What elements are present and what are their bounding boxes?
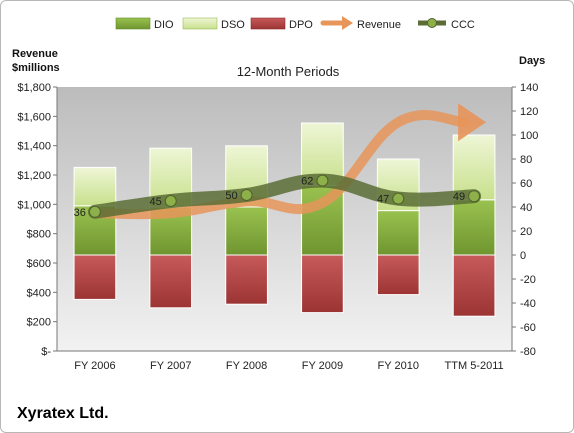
left-axis-title-line2: $millions <box>12 62 60 74</box>
right-axis-tick-label: 20 <box>520 226 532 238</box>
ccc-data-label: 45 <box>150 196 162 208</box>
legend-swatch-dso <box>182 17 218 30</box>
ccc-marker <box>88 205 101 218</box>
bar-dpo <box>452 254 496 317</box>
ccc-data-label: 62 <box>301 176 313 188</box>
legend-label-dso: DSO <box>221 19 245 31</box>
bar-dso <box>452 134 496 201</box>
legend-swatch-dio <box>115 17 151 30</box>
left-axis-tick-label: $400 <box>27 287 51 299</box>
left-axis-tick-label: $1,600 <box>17 111 51 123</box>
bar-dio <box>376 210 420 256</box>
ccc-line <box>87 173 482 219</box>
ccc-data-label: 47 <box>377 194 389 206</box>
legend-swatch-revenue <box>320 16 353 30</box>
bar-dio <box>225 206 268 256</box>
right-axis-tick-label: -80 <box>520 346 536 358</box>
left-axis-tick-label: $1,000 <box>17 199 51 211</box>
left-axis-tick-label: $1,200 <box>17 170 51 182</box>
right-axis-tick-label: -40 <box>520 298 536 310</box>
bar-dso <box>73 166 117 207</box>
right-axis-tick-label: 40 <box>520 202 532 214</box>
right-axis-tick-label: 120 <box>520 106 538 118</box>
left-axis-title-line1: Revenue <box>12 48 58 60</box>
bar-dpo <box>73 254 117 300</box>
ccc-marker <box>164 195 177 207</box>
ccc-marker <box>392 192 405 205</box>
chart-subtitle: 12-Month Periods <box>237 64 340 79</box>
x-axis-tick-label: FY 2007 <box>150 360 191 372</box>
right-axis-tick-label: 140 <box>520 82 538 94</box>
ccc-marker <box>240 189 253 201</box>
ccc-data-label: 36 <box>74 207 86 219</box>
company-name: Xyratex Ltd. <box>17 405 109 422</box>
x-axis-tick-label: FY 2006 <box>74 360 115 372</box>
bar-dpo <box>149 254 193 309</box>
plot-area <box>57 87 512 351</box>
bar-dpo <box>376 254 420 296</box>
legend-label-revenue: Revenue <box>357 19 401 31</box>
revenue-layer <box>89 103 487 220</box>
x-axis-tick-label: FY 2009 <box>302 360 343 372</box>
revenue-arrowhead <box>458 103 487 142</box>
ccc-marker <box>316 174 329 187</box>
ccc-marker <box>468 190 481 203</box>
right-axis-tick-label: 0 <box>520 250 526 262</box>
legend-label-ccc: CCC <box>451 19 475 31</box>
x-axis-tick-label: TTM 5-2011 <box>445 360 504 372</box>
legend-label-dpo: DPO <box>289 19 313 31</box>
legend-swatch-ccc <box>418 18 446 28</box>
ccc-data-label: 49 <box>453 191 465 203</box>
left-axis-tick-label: $1,400 <box>17 141 51 153</box>
ccc-data-label: 50 <box>225 190 237 202</box>
right-axis-tick-label: 80 <box>520 154 532 166</box>
bar-dpo <box>225 254 268 305</box>
legend-swatch-dpo <box>250 17 286 30</box>
x-axis-tick-label: FY 2010 <box>378 360 419 372</box>
legend-label-dio: DIO <box>154 19 174 31</box>
left-axis-tick-label: $1,800 <box>17 82 51 94</box>
left-axis-tick-label: $200 <box>27 317 51 329</box>
bar-dpo <box>301 254 344 314</box>
right-axis-title: Days <box>519 55 545 67</box>
right-axis-tick-label: -20 <box>520 274 536 286</box>
right-axis-tick-label: 60 <box>520 178 532 190</box>
right-axis-tick-label: -60 <box>520 322 536 334</box>
revenue-line <box>89 110 470 220</box>
ccc-layer: 36 45 50 62 47 49 <box>74 173 482 219</box>
right-axis-tick-label: 100 <box>520 130 538 142</box>
left-axis-tick-label: $800 <box>27 229 51 241</box>
legend: DIO DSO DPO Revenue CCC <box>115 16 475 31</box>
left-axis-tick-label: $- <box>41 346 51 358</box>
bar-dio <box>452 199 496 256</box>
left-axis-tick-label: $600 <box>27 258 51 270</box>
x-axis-tick-label: FY 2008 <box>226 360 267 372</box>
axes-layer: $- $200 $400 $600 $800 $1,000 $1,200 $1,400 $1,6… <box>17 82 538 372</box>
